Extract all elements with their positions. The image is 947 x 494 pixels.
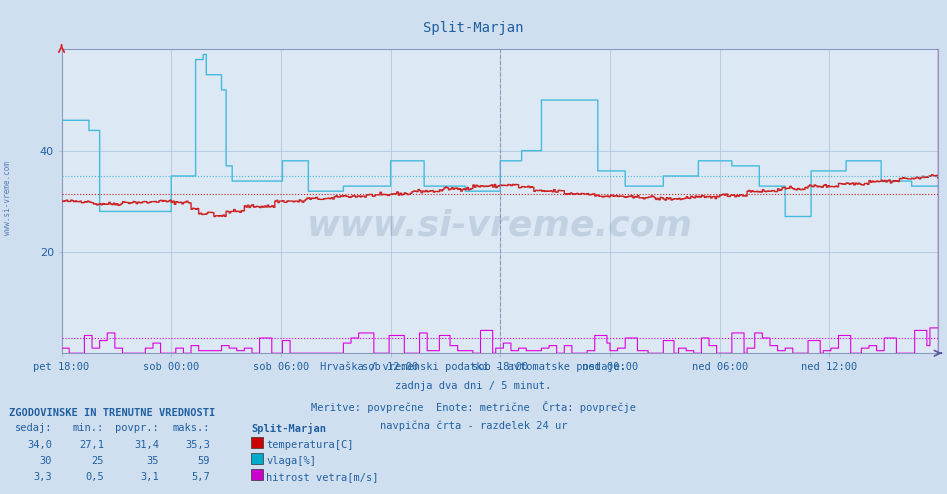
Text: Meritve: povprečne  Enote: metrične  Črta: povprečje: Meritve: povprečne Enote: metrične Črta:…: [311, 401, 636, 413]
Text: 27,1: 27,1: [80, 440, 104, 450]
Text: navpična črta - razdelek 24 ur: navpična črta - razdelek 24 ur: [380, 421, 567, 431]
Text: min.:: min.:: [73, 423, 104, 433]
Text: 3,1: 3,1: [140, 472, 159, 482]
Text: zadnja dva dni / 5 minut.: zadnja dva dni / 5 minut.: [396, 381, 551, 391]
Text: Split-Marjan: Split-Marjan: [251, 423, 326, 434]
Text: povpr.:: povpr.:: [116, 423, 159, 433]
Text: 35,3: 35,3: [186, 440, 210, 450]
Text: www.si-vreme.com: www.si-vreme.com: [307, 208, 692, 243]
Text: Hrvaška / vremenski podatki - avtomatske postaje.: Hrvaška / vremenski podatki - avtomatske…: [320, 362, 627, 372]
Text: temperatura[C]: temperatura[C]: [266, 440, 353, 450]
Text: www.si-vreme.com: www.si-vreme.com: [3, 161, 12, 235]
Text: 34,0: 34,0: [27, 440, 52, 450]
Text: Split-Marjan: Split-Marjan: [423, 21, 524, 35]
Text: hitrost vetra[m/s]: hitrost vetra[m/s]: [266, 472, 379, 482]
Text: vlaga[%]: vlaga[%]: [266, 456, 316, 466]
Text: 35: 35: [147, 456, 159, 466]
Text: 31,4: 31,4: [134, 440, 159, 450]
Text: ZGODOVINSKE IN TRENUTNE VREDNOSTI: ZGODOVINSKE IN TRENUTNE VREDNOSTI: [9, 408, 216, 417]
Text: 25: 25: [92, 456, 104, 466]
Text: 3,3: 3,3: [33, 472, 52, 482]
Text: 5,7: 5,7: [191, 472, 210, 482]
Text: maks.:: maks.:: [172, 423, 210, 433]
Text: 59: 59: [198, 456, 210, 466]
Text: sedaj:: sedaj:: [14, 423, 52, 433]
Text: 30: 30: [40, 456, 52, 466]
Text: 0,5: 0,5: [85, 472, 104, 482]
